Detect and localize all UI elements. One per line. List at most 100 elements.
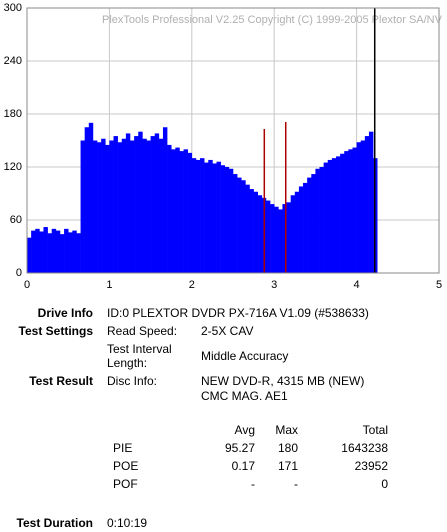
bar — [55, 230, 61, 273]
table-cell: 0.17 — [231, 459, 255, 473]
bar — [47, 233, 53, 273]
chart-title: PlexTools Professional V2.25 Copyright (… — [102, 14, 443, 26]
bar — [319, 167, 324, 273]
bar — [340, 153, 345, 273]
row-value: 0:10:19 — [107, 516, 148, 530]
bar — [101, 138, 106, 273]
bar — [130, 140, 135, 273]
bar — [331, 158, 337, 273]
field-value: Middle Accuracy — [201, 349, 289, 363]
field-value: CMC MAG. AE1 — [201, 389, 288, 403]
bar — [179, 151, 184, 273]
bar — [175, 147, 180, 273]
table-cell: POE — [113, 459, 139, 473]
plot-border — [26, 7, 440, 274]
table-cell: Avg — [234, 423, 255, 437]
bar — [298, 186, 304, 273]
bar — [191, 158, 197, 273]
x-tick-label: 0 — [24, 279, 30, 291]
bar — [27, 237, 32, 273]
bar — [224, 167, 230, 273]
bar — [257, 195, 263, 273]
bar — [92, 140, 98, 273]
bar — [154, 133, 160, 273]
bar — [146, 140, 151, 273]
bar — [364, 136, 370, 273]
bar — [327, 159, 333, 273]
x-tick-label: 3 — [271, 279, 277, 291]
bar — [167, 144, 172, 273]
bar — [72, 230, 77, 273]
bar — [200, 158, 205, 273]
bar — [303, 182, 308, 273]
bar — [187, 152, 193, 273]
table-cell: 171 — [277, 459, 298, 473]
bar — [35, 228, 40, 273]
bar — [265, 200, 271, 273]
y-tick-label: 120 — [4, 161, 22, 173]
bar — [183, 149, 188, 273]
table-cell: - — [251, 477, 255, 491]
bar — [51, 228, 57, 273]
bar — [323, 162, 329, 273]
bar — [208, 159, 213, 273]
table-cell: PIE — [113, 441, 133, 455]
bar — [274, 206, 279, 273]
bar — [59, 234, 65, 273]
bar — [88, 122, 94, 273]
bar — [105, 144, 110, 273]
bar — [270, 204, 275, 273]
bar — [216, 161, 221, 273]
bar — [162, 127, 168, 273]
bar — [158, 138, 164, 273]
row-label: Drive Info — [37, 306, 93, 320]
x-tick-label: 5 — [436, 279, 442, 291]
bar — [368, 131, 374, 273]
bar — [356, 142, 362, 273]
table-cell: - — [294, 477, 298, 491]
x-tick-label: 1 — [106, 279, 112, 291]
bar — [253, 191, 259, 273]
bar — [43, 227, 48, 273]
bar — [195, 159, 201, 273]
chart: PlexTools Professional V2.25 Copyright (… — [4, 2, 443, 291]
bar — [348, 149, 353, 273]
field-label: Read Speed: — [107, 324, 178, 338]
bar — [39, 231, 44, 273]
bar — [171, 149, 176, 273]
field-label: Test Interval Length: — [107, 342, 172, 370]
bar — [84, 127, 90, 273]
bar — [204, 162, 209, 273]
bar — [80, 140, 85, 273]
bar — [360, 140, 366, 273]
y-tick-label: 240 — [4, 55, 22, 67]
bar — [336, 156, 341, 273]
bar — [150, 136, 156, 273]
row-label: Test Duration — [16, 516, 93, 530]
bar — [352, 147, 357, 273]
bar — [245, 184, 250, 273]
x-tick-label: 2 — [189, 279, 195, 291]
bar — [138, 131, 143, 273]
bar — [212, 163, 217, 273]
bar — [241, 180, 246, 273]
bar — [344, 151, 349, 273]
bar — [228, 168, 234, 273]
bar — [113, 136, 118, 273]
table-cell: 95.27 — [224, 441, 255, 455]
bar — [294, 191, 300, 273]
bar — [68, 232, 73, 273]
bar — [121, 138, 127, 273]
bar — [290, 195, 296, 273]
bar — [311, 174, 316, 273]
bar — [125, 133, 131, 273]
y-tick-label: 300 — [4, 2, 22, 14]
row-label: Test Result — [29, 374, 93, 388]
x-tick-label: 4 — [354, 279, 360, 291]
bar — [142, 138, 147, 273]
table-cell: POF — [113, 477, 138, 491]
table-cell: Max — [275, 423, 298, 437]
bar — [31, 230, 36, 273]
bar — [233, 174, 238, 273]
row-label: Test Settings — [18, 324, 93, 338]
